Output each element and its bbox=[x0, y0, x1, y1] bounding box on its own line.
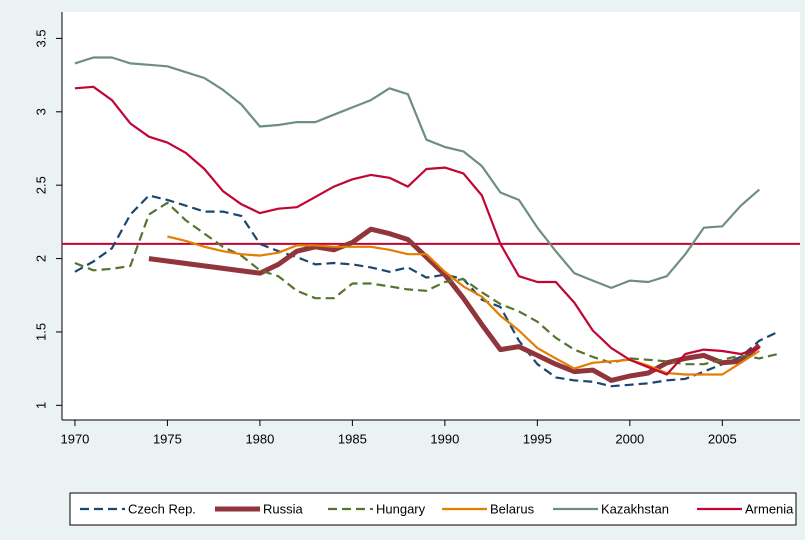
series-line bbox=[74, 56, 761, 289]
x-tick-label: 1980 bbox=[245, 431, 274, 446]
legend-label: Russia bbox=[263, 501, 304, 516]
series-line bbox=[167, 235, 760, 376]
y-tick-label: 1.5 bbox=[33, 323, 48, 341]
series-line bbox=[74, 194, 779, 388]
x-tick-label: 1970 bbox=[60, 431, 89, 446]
series-line bbox=[74, 85, 760, 376]
y-tick-label: 1 bbox=[33, 402, 48, 409]
y-tick-label: 3.5 bbox=[33, 29, 48, 47]
y-tick-label: 3 bbox=[33, 108, 48, 115]
x-tick-label: 2005 bbox=[708, 431, 737, 446]
y-tick-label: 2.5 bbox=[33, 176, 48, 194]
y-tick-label: 2 bbox=[33, 255, 48, 262]
legend-label: Armenia bbox=[745, 501, 794, 516]
x-tick-label: 1990 bbox=[430, 431, 459, 446]
x-tick-label: 1985 bbox=[338, 431, 367, 446]
legend-label: Czech Rep. bbox=[128, 501, 196, 516]
legend-label: Hungary bbox=[376, 501, 426, 516]
x-tick-label: 1975 bbox=[153, 431, 182, 446]
legend-label: Kazakhstan bbox=[601, 501, 669, 516]
series-line bbox=[74, 201, 779, 366]
x-tick-label: 2000 bbox=[615, 431, 644, 446]
x-tick-label: 1995 bbox=[523, 431, 552, 446]
legend-box bbox=[69, 492, 797, 526]
plot-area bbox=[62, 12, 800, 420]
legend-label: Belarus bbox=[490, 501, 535, 516]
